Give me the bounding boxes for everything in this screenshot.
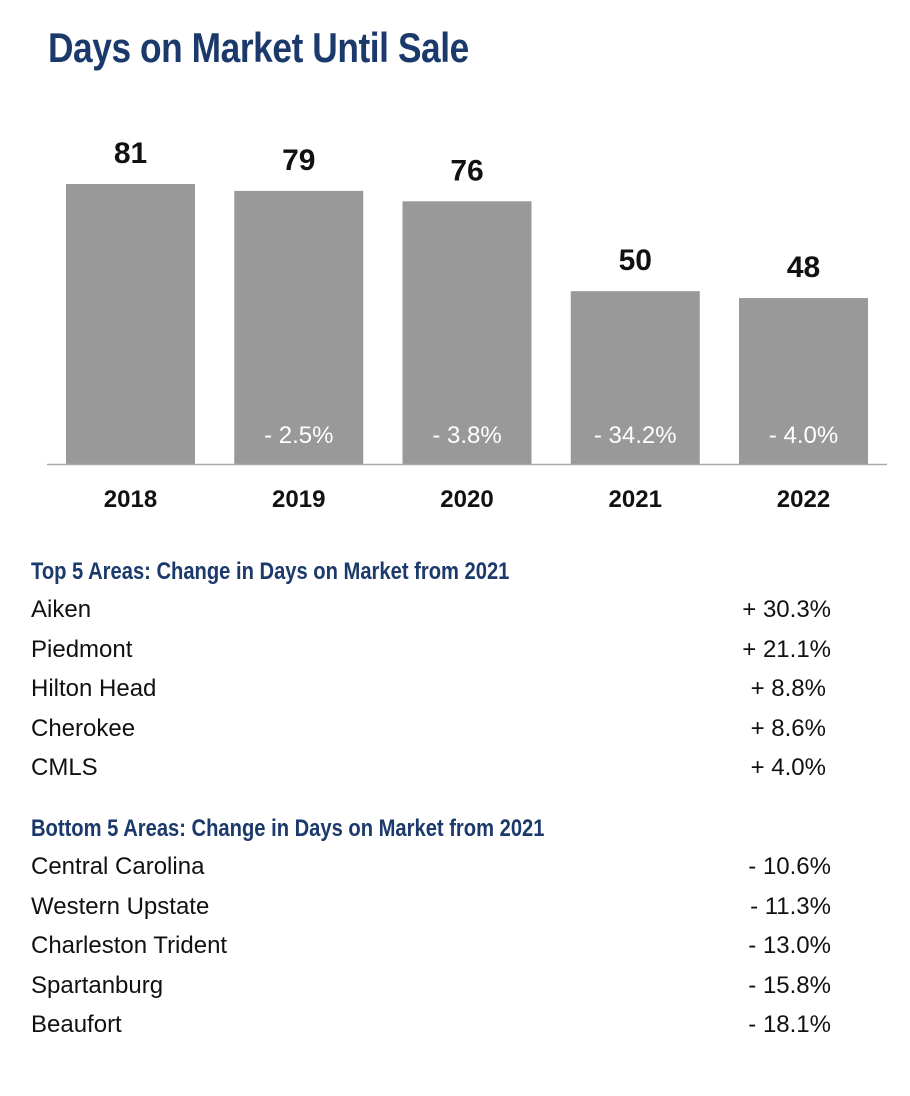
bar-change-label: - 4.0% <box>769 422 838 449</box>
area-name: Piedmont <box>31 635 133 663</box>
area-name: Spartanburg <box>31 971 164 999</box>
area-change-value: - 18.1% <box>748 1011 831 1039</box>
bottom-area-row: Charleston Trident - 13.0% <box>31 926 831 966</box>
bottom-areas-list: Central Carolina - 10.6% Western Upstate… <box>31 847 831 1045</box>
area-name: Cherokee <box>31 714 136 742</box>
bar-value-label: 79 <box>282 144 315 177</box>
top-areas-heading: Top 5 Areas: Change in Days on Market fr… <box>31 558 510 585</box>
area-change-value: - 11.3% <box>750 892 831 920</box>
area-change-value: - 15.8% <box>748 971 831 999</box>
top-area-row: Aiken + 30.3% <box>31 590 831 630</box>
bar-change-label: - 3.8% <box>432 422 501 449</box>
area-change-value: - 10.6% <box>748 853 831 880</box>
area-name: Aiken <box>31 596 92 623</box>
bar-2021 <box>570 291 700 464</box>
area-name: Western Upstate <box>31 892 210 920</box>
bar-value-label: 76 <box>450 154 483 187</box>
area-name: Hilton Head <box>31 675 157 703</box>
top-area-row: Cherokee + 8.6% <box>31 709 831 749</box>
x-tick-label: 2019 <box>272 486 325 513</box>
area-change-value: + 8.8% <box>750 675 826 703</box>
top-area-row: CMLS + 4.0% <box>31 748 831 788</box>
bar-change-label: - 2.5% <box>264 422 333 449</box>
area-change-value: - 13.0% <box>748 932 831 960</box>
area-change-value: + 8.6% <box>750 714 826 742</box>
top-areas-list: Aiken + 30.3% Piedmont + 21.1% Hilton He… <box>31 590 831 788</box>
top-area-row: Hilton Head + 8.8% <box>31 669 831 709</box>
bar-change-label: - 34.2% <box>594 422 677 449</box>
bottom-area-row: Beaufort - 18.1% <box>31 1005 831 1045</box>
bottom-area-row: Western Upstate - 11.3% <box>31 887 831 927</box>
x-tick-label: 2018 <box>104 486 157 513</box>
bar-2019 <box>234 190 364 464</box>
bar-2018 <box>66 184 195 464</box>
area-name: Beaufort <box>31 1011 122 1039</box>
area-change-value: + 4.0% <box>750 754 826 782</box>
x-tick-label: 2020 <box>440 486 493 513</box>
top-area-row: Piedmont + 21.1% <box>31 630 831 670</box>
bottom-area-row: Spartanburg - 15.8% <box>31 966 831 1006</box>
days-on-market-bar-chart: 81 2018 79 - 2.5% 2019 76 - 3.8% 2020 50 - 34.2% 2… <box>47 137 887 513</box>
bar-2022 <box>739 298 868 464</box>
area-name: CMLS <box>31 754 98 782</box>
area-change-value: + 30.3% <box>742 596 831 623</box>
x-tick-label: 2021 <box>609 486 662 513</box>
x-tick-label: 2022 <box>777 486 830 513</box>
bar-value-label: 81 <box>114 137 147 170</box>
area-change-value: + 21.1% <box>742 635 831 663</box>
area-name: Charleston Trident <box>31 932 228 960</box>
bar-value-label: 48 <box>787 251 820 284</box>
bottom-areas-heading: Bottom 5 Areas: Change in Days on Market… <box>31 815 545 842</box>
bar-value-label: 50 <box>619 244 652 277</box>
bottom-area-row: Central Carolina - 10.6% <box>31 847 831 887</box>
area-name: Central Carolina <box>31 853 205 880</box>
bar-2020 <box>402 201 532 465</box>
page-title: Days on Market Until Sale <box>48 24 469 71</box>
